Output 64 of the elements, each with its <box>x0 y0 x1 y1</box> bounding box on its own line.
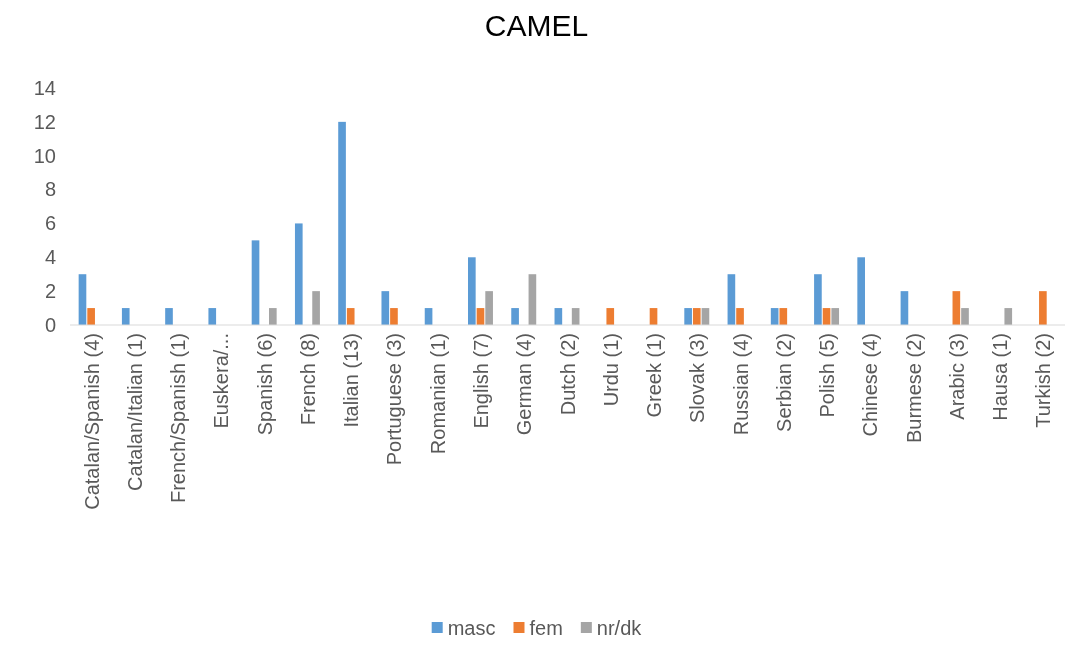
x-tick-label: Turkish (2) <box>1032 333 1055 428</box>
bar <box>831 308 840 325</box>
x-tick-label: Russian (4) <box>729 333 752 436</box>
x-tick-label: Serbian (2) <box>772 333 795 432</box>
y-tick-label: 8 <box>44 178 56 201</box>
bar <box>251 240 260 325</box>
x-tick-label: Romanian (1) <box>426 333 449 455</box>
y-tick-label: 12 <box>33 110 56 133</box>
x-tick-label: Burmese (2) <box>902 333 925 444</box>
bar <box>814 274 822 325</box>
x-tick-label: Catalan/Spanish (4) <box>80 333 103 510</box>
bar <box>684 308 692 325</box>
x-tick-label: Hausa (1) <box>989 333 1012 421</box>
bar <box>346 308 355 325</box>
bar <box>312 291 320 325</box>
bar <box>511 308 519 325</box>
bar <box>381 291 390 325</box>
x-tick-label: Catalan/Italian (1) <box>123 333 146 491</box>
bar <box>390 308 398 325</box>
x-tick-label: Chinese (4) <box>859 333 882 437</box>
x-tick-label: Euskera/... <box>210 333 233 429</box>
bar <box>78 274 87 325</box>
bar <box>1039 291 1047 325</box>
x-tick-label: Greek (1) <box>643 333 666 418</box>
bar <box>692 308 701 325</box>
x-tick-label: Dutch (2) <box>556 333 579 416</box>
x-tick-label: French/Spanish (1) <box>167 333 190 504</box>
x-tick-label: Italian (13) <box>340 333 363 428</box>
bar <box>468 257 476 325</box>
bar <box>857 257 865 325</box>
bar <box>121 308 130 325</box>
bar <box>208 308 217 325</box>
bar <box>485 291 493 325</box>
y-tick-label: 10 <box>33 144 56 167</box>
bar <box>779 308 788 325</box>
bar <box>1004 308 1013 325</box>
y-tick-label: 6 <box>44 212 56 235</box>
legend-label: nr/dk <box>596 617 643 639</box>
y-tick-label: 14 <box>33 76 56 99</box>
bar <box>269 308 277 325</box>
x-tick-label: Spanish (6) <box>253 333 276 436</box>
bar <box>294 223 303 325</box>
bar <box>736 308 744 325</box>
bar <box>338 121 346 325</box>
x-tick-label: Arabic (3) <box>945 333 968 420</box>
x-tick-label: French (8) <box>296 333 319 426</box>
bar <box>727 274 736 325</box>
y-tick-label: 2 <box>44 280 56 303</box>
bar <box>606 308 615 325</box>
y-tick-label: 4 <box>44 246 56 269</box>
x-tick-label: German (4) <box>513 333 536 436</box>
bar <box>87 308 95 325</box>
x-tick-label: Portuguese (3) <box>383 333 406 466</box>
bar <box>961 308 969 325</box>
y-tick-label: 0 <box>44 313 56 336</box>
legend-label: masc <box>447 617 496 639</box>
bar <box>165 308 173 325</box>
x-tick-label: Urdu (1) <box>599 333 622 407</box>
bar <box>528 274 537 325</box>
chart-title: CAMEL <box>484 9 589 42</box>
x-tick-label: Slovak (3) <box>686 333 709 424</box>
x-tick-label: English (7) <box>469 333 492 429</box>
x-tick-label: Polish (5) <box>816 333 839 418</box>
legend-label: fem <box>529 617 563 639</box>
